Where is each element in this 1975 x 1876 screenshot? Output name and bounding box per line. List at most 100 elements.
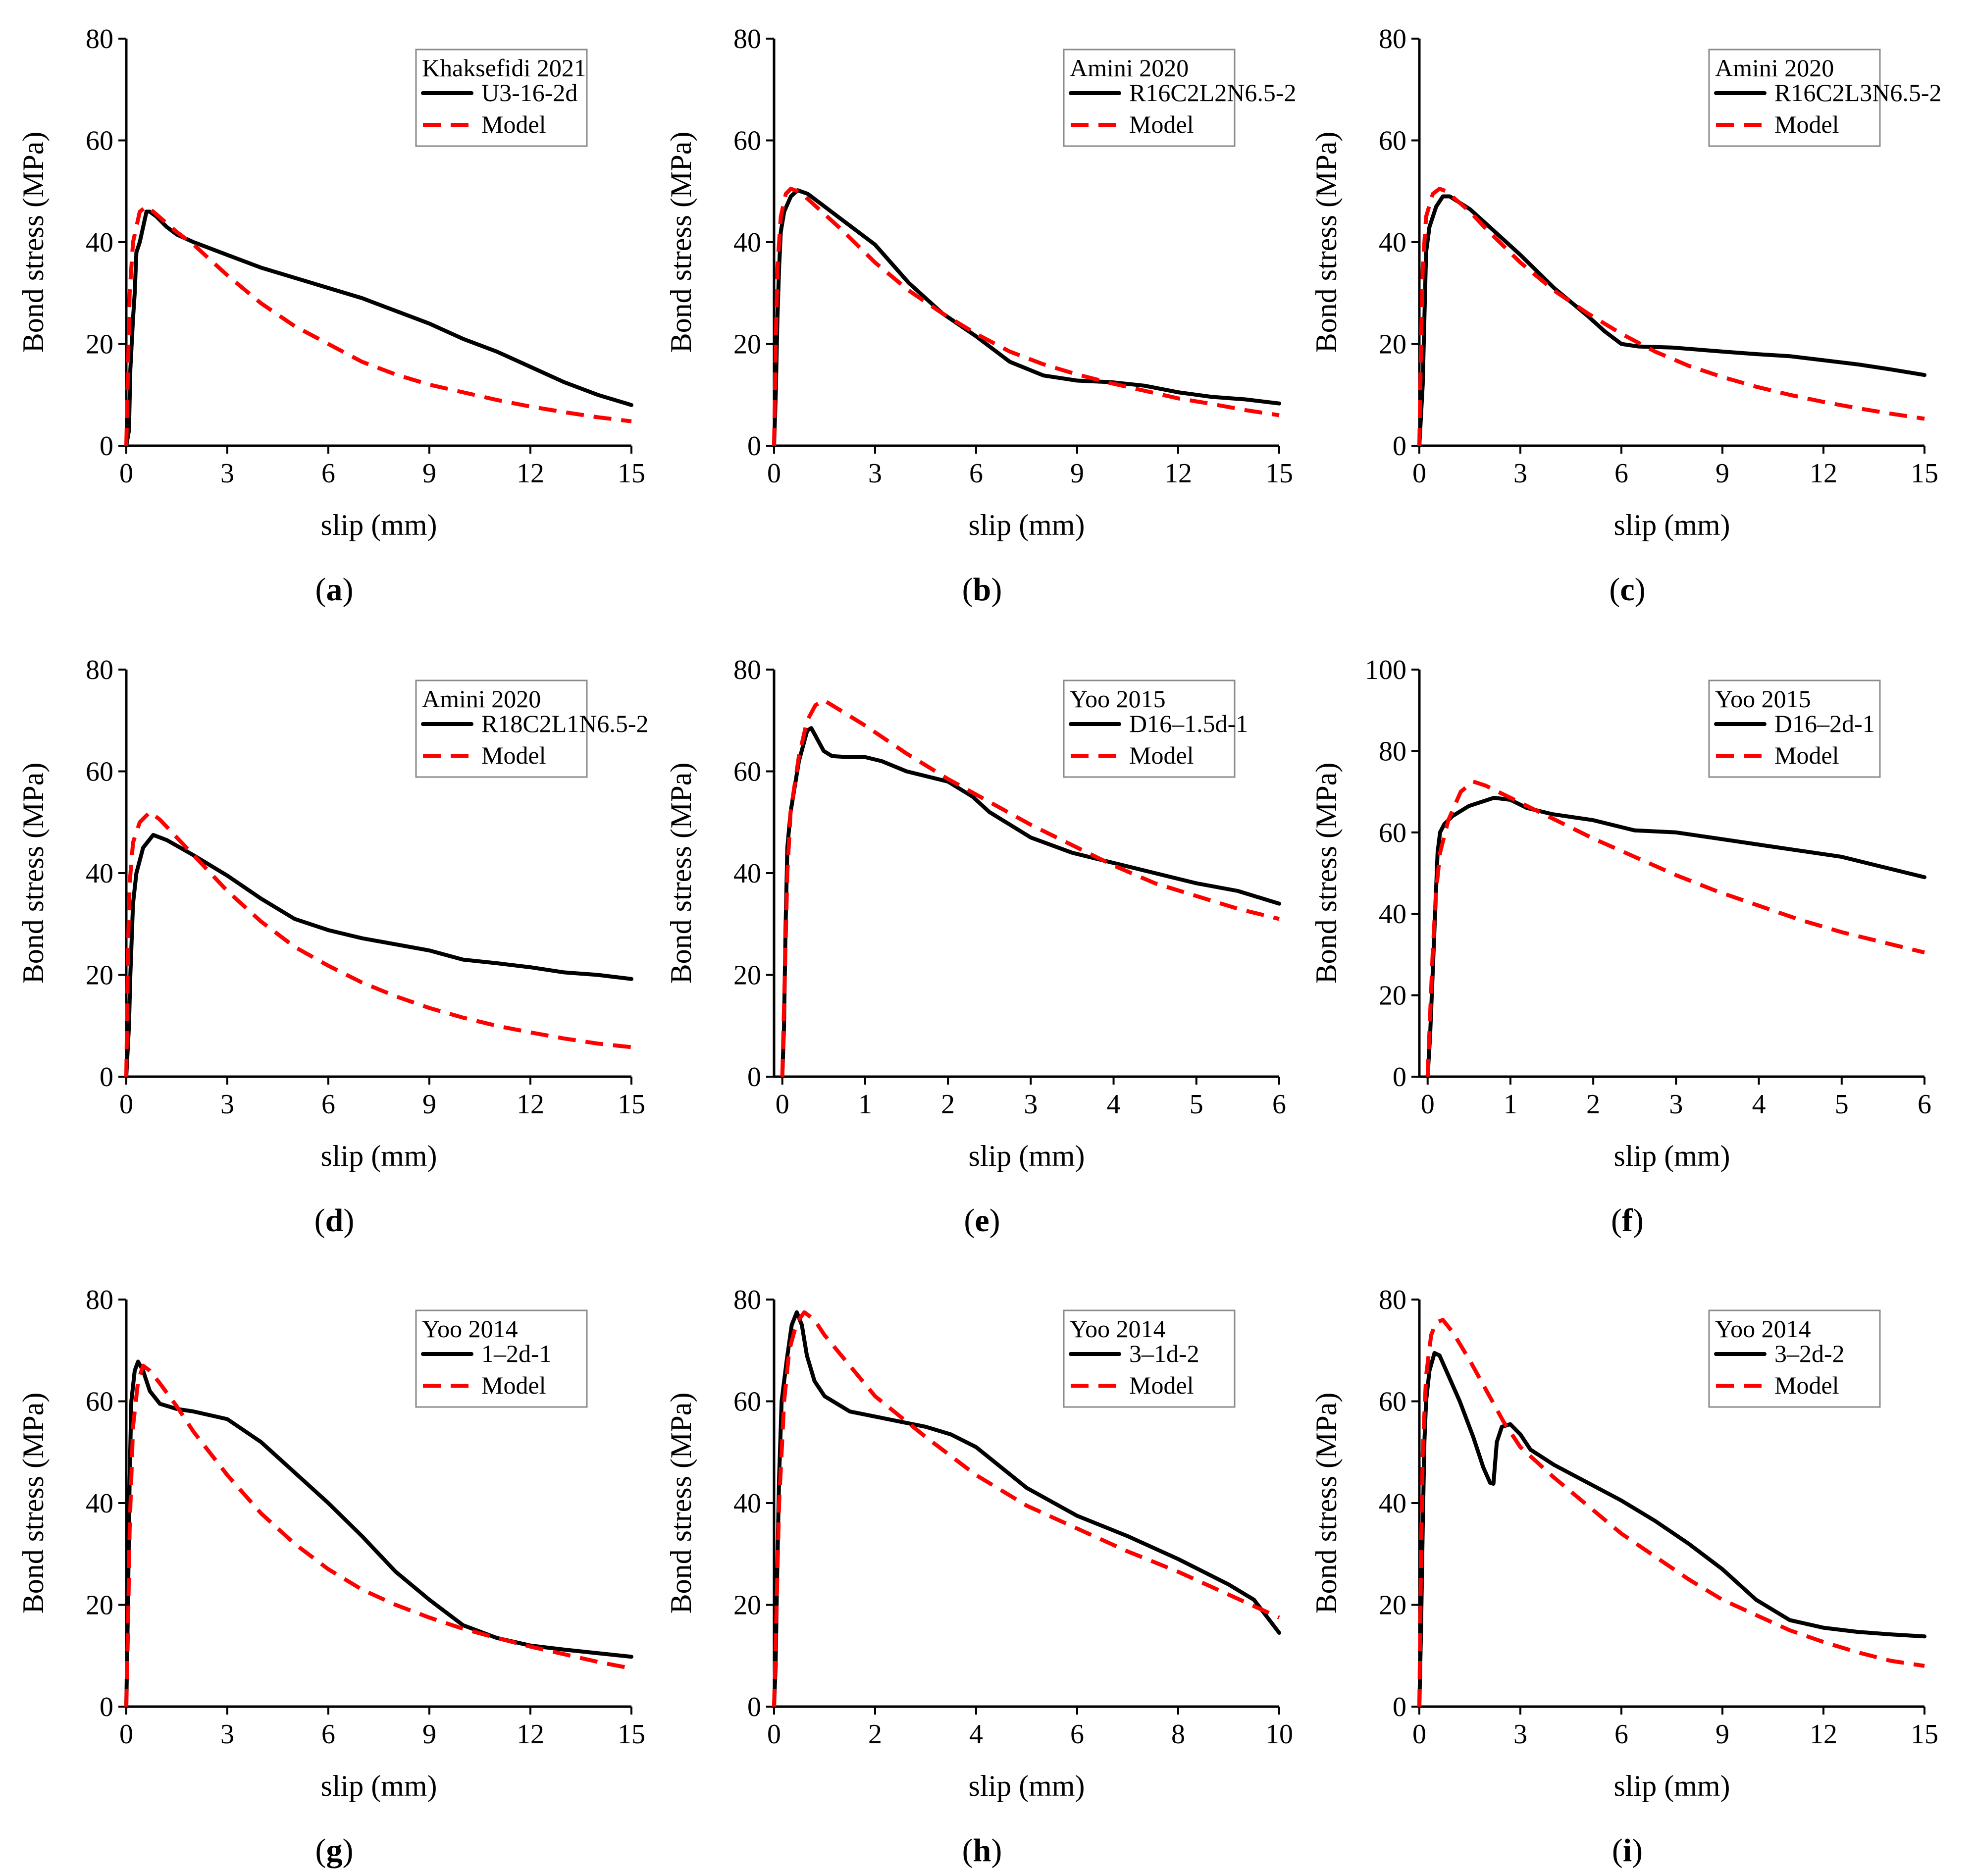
x-tick-label: 9 [1715, 458, 1729, 489]
panel-caption: (g) [315, 1832, 354, 1869]
x-tick-label: 3 [1669, 1089, 1683, 1120]
y-tick-label: 20 [733, 329, 761, 360]
y-tick-label: 80 [1379, 1285, 1406, 1315]
x-tick-label: 6 [321, 1719, 335, 1750]
y-tick-label: 40 [733, 858, 761, 889]
x-tick-label: 0 [119, 458, 133, 489]
y-tick-label: 80 [733, 655, 761, 685]
x-tick-label: 12 [517, 1719, 544, 1750]
panel-caption: (e) [964, 1202, 1000, 1239]
experiment-curve [124, 833, 633, 1079]
y-tick-label: 80 [733, 24, 761, 54]
x-tick-label: 3 [220, 1089, 234, 1120]
panel-letter: i [1623, 1832, 1632, 1869]
x-axis-title: slip (mm) [969, 1770, 1085, 1802]
y-tick-label: 60 [1379, 1387, 1406, 1417]
legend-entry-label: Model [1774, 1371, 1839, 1399]
y-tick-label: 20 [733, 1590, 761, 1621]
panel-g: 0 20 40 60 80 0 3 6 9 12 15 slip (mm) Bond stress (M… [17, 1285, 645, 1869]
legend-frame [1063, 49, 1236, 147]
y-tick-label: 60 [86, 1387, 113, 1417]
y-tick-label: 80 [1379, 736, 1406, 767]
x-tick-label: 9 [422, 1719, 436, 1750]
y-tick-label: 0 [1393, 431, 1406, 462]
y-tick-label: 60 [733, 757, 761, 787]
legend-title: Amini 2020 [1070, 54, 1189, 82]
x-tick-label: 15 [618, 1719, 645, 1750]
legend-entry-label: R16C2L3N6.5-2 [1774, 79, 1942, 106]
panel-letter: g [326, 1832, 343, 1869]
y-tick-label: 20 [733, 960, 761, 991]
legend-entry-label: U3-16-2d [481, 79, 577, 106]
x-tick-label: 1 [858, 1089, 872, 1120]
x-tick-label: 6 [1070, 1719, 1084, 1750]
legend-entry-label: Model [481, 1371, 546, 1399]
x-tick-label: 0 [1412, 1719, 1426, 1750]
x-tick-label: 3 [868, 458, 882, 489]
legend-frame [415, 1309, 588, 1408]
x-axis-title: slip (mm) [321, 1770, 437, 1802]
x-axis-title: slip (mm) [1614, 1770, 1730, 1802]
x-tick-label: 9 [1070, 458, 1084, 489]
y-tick-label: 60 [86, 126, 113, 156]
panel-d: 0 20 40 60 80 0 3 6 9 12 15 slip (mm) Bond stress (M… [17, 655, 649, 1239]
x-tick-label: 0 [119, 1089, 133, 1120]
x-tick-label: 6 [321, 458, 335, 489]
y-axis-title: Bond stress (MPa) [1310, 763, 1343, 984]
legend-entry-label: 3–2d-2 [1774, 1340, 1845, 1367]
y-tick-label: 0 [100, 431, 113, 462]
panel-h: 0 20 40 60 80 0 2 4 6 8 10 slip (mm) Bond stress (MP… [665, 1285, 1293, 1869]
x-axis-title: slip (mm) [321, 509, 437, 541]
y-tick-label: 60 [86, 757, 113, 787]
legend-frame [415, 49, 588, 147]
legend-entry-label: Model [481, 741, 546, 769]
y-tick-label: 20 [86, 329, 113, 360]
legend-entry-label: R18C2L1N6.5-2 [481, 710, 649, 737]
x-tick-label: 0 [1421, 1089, 1435, 1120]
panel-letter: f [1622, 1202, 1633, 1239]
model-curve [124, 1363, 632, 1707]
x-tick-label: 9 [1715, 1719, 1729, 1750]
x-tick-label: 3 [1024, 1089, 1038, 1120]
x-tick-label: 0 [119, 1719, 133, 1750]
legend-frame [415, 679, 588, 778]
y-tick-label: 20 [1379, 329, 1406, 360]
legend-entry-label: 1–2d-1 [481, 1340, 552, 1367]
y-tick-label: 0 [1393, 1692, 1406, 1722]
x-tick-label: 1 [1504, 1089, 1517, 1120]
panel-letter: h [973, 1832, 991, 1869]
y-tick-label: 60 [1379, 818, 1406, 848]
y-tick-label: 80 [86, 1285, 113, 1315]
x-axis-title: slip (mm) [321, 1140, 437, 1172]
x-tick-label: 10 [1265, 1719, 1293, 1750]
experiment-curve [772, 188, 1281, 448]
x-tick-label: 0 [776, 1089, 789, 1120]
model-curve [1417, 187, 1925, 446]
x-tick-label: 6 [1614, 1719, 1628, 1750]
experiment-curve [124, 1359, 633, 1709]
y-axis-title: Bond stress (MPa) [1310, 1393, 1343, 1614]
legend-entry-label: Model [481, 110, 546, 138]
x-tick-label: 4 [1107, 1089, 1121, 1120]
y-tick-label: 40 [1379, 227, 1406, 258]
x-tick-label: 6 [1918, 1089, 1931, 1120]
x-tick-label: 6 [969, 458, 983, 489]
legend-title: Yoo 2015 [1070, 685, 1166, 713]
y-axis-title: Bond stress (MPa) [17, 1393, 50, 1614]
panel-letter: c [1620, 572, 1634, 608]
x-tick-label: 15 [1911, 458, 1938, 489]
x-tick-label: 0 [767, 458, 781, 489]
x-tick-label: 15 [1911, 1719, 1938, 1750]
legend-entry-label: Model [1774, 110, 1839, 138]
experiment-curve [780, 726, 1281, 1079]
panel-b: 0 20 40 60 80 0 3 6 9 12 15 slip (mm) Bond stress (M… [665, 24, 1297, 608]
y-tick-label: 60 [733, 1387, 761, 1417]
x-tick-label: 15 [618, 1089, 645, 1120]
x-tick-label: 3 [220, 1719, 234, 1750]
x-tick-label: 4 [969, 1719, 983, 1750]
x-tick-label: 12 [1810, 1719, 1837, 1750]
